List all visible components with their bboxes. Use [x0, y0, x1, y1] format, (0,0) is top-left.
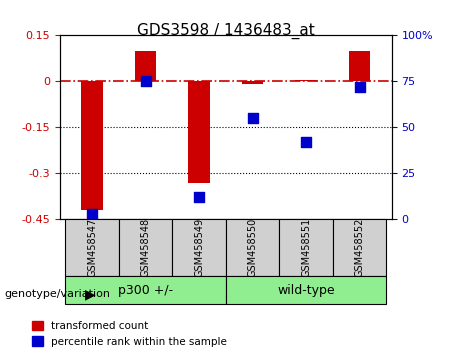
Text: GSM458548: GSM458548 — [141, 218, 151, 278]
Legend: transformed count, percentile rank within the sample: transformed count, percentile rank withi… — [28, 317, 231, 351]
Text: GSM458549: GSM458549 — [194, 218, 204, 278]
Bar — [349, 51, 371, 81]
Text: ▶: ▶ — [85, 287, 96, 301]
FancyBboxPatch shape — [65, 219, 119, 276]
Point — [356, 84, 363, 90]
Point — [195, 195, 203, 200]
FancyBboxPatch shape — [172, 219, 226, 276]
FancyBboxPatch shape — [333, 219, 386, 276]
Text: GDS3598 / 1436483_at: GDS3598 / 1436483_at — [137, 23, 315, 39]
Text: GSM458547: GSM458547 — [87, 218, 97, 278]
Text: GSM458552: GSM458552 — [355, 218, 365, 278]
FancyBboxPatch shape — [119, 219, 172, 276]
Text: genotype/variation: genotype/variation — [5, 289, 111, 299]
Text: GSM458550: GSM458550 — [248, 218, 258, 278]
Point — [249, 115, 256, 121]
Bar — [81, 81, 103, 210]
Text: GSM458551: GSM458551 — [301, 218, 311, 278]
Point — [142, 79, 149, 84]
Bar — [242, 81, 263, 85]
Point — [89, 211, 96, 217]
Text: p300 +/-: p300 +/- — [118, 284, 173, 297]
Bar — [189, 81, 210, 183]
FancyBboxPatch shape — [226, 276, 386, 304]
FancyBboxPatch shape — [226, 219, 279, 276]
Point — [302, 139, 310, 145]
Text: wild-type: wild-type — [278, 284, 335, 297]
Bar — [135, 51, 156, 81]
Bar — [296, 80, 317, 81]
FancyBboxPatch shape — [65, 276, 226, 304]
FancyBboxPatch shape — [279, 219, 333, 276]
